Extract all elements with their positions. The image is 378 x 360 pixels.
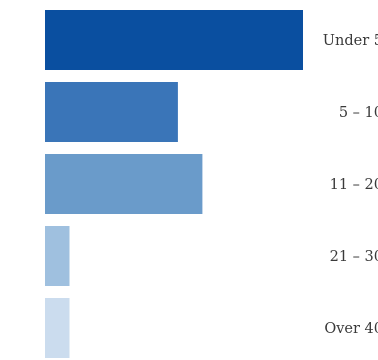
bar-1 [45, 82, 178, 142]
bar-4 [45, 298, 70, 358]
category-label-0: Under 5 [323, 33, 378, 49]
bars-layer [45, 10, 303, 358]
category-label-1: 5 – 10 [339, 105, 378, 121]
category-label-3: 21 – 30 [330, 249, 378, 265]
bar-3 [45, 226, 70, 286]
category-label-2: 11 – 20 [330, 177, 378, 193]
bar-2 [45, 154, 203, 214]
bar-0 [45, 10, 303, 70]
category-label-4: Over 40 [324, 321, 378, 337]
category-labels: Under 5 5 – 10 11 – 20 21 – 30 Over 40 [323, 33, 378, 337]
